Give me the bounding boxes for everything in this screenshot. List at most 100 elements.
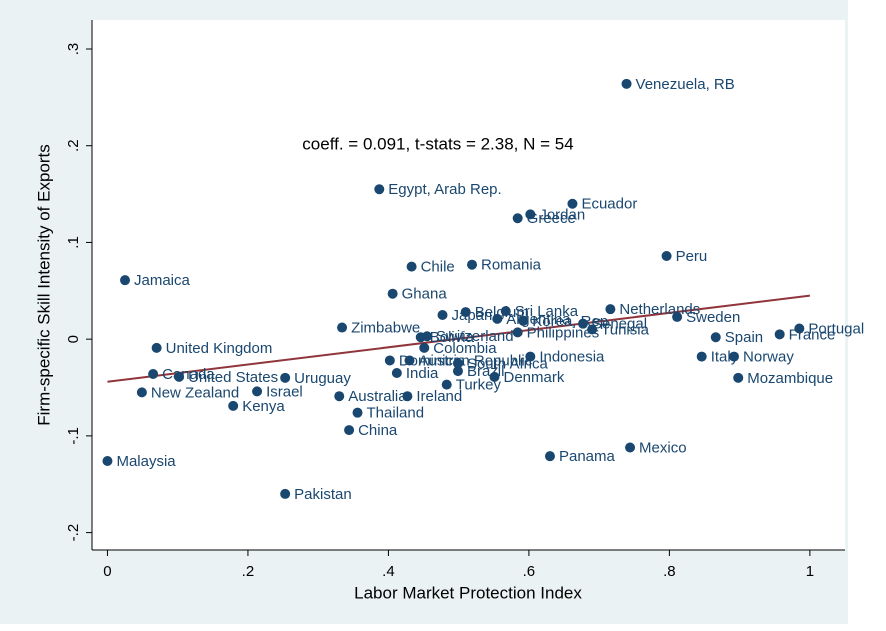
point-label: Sri Lanka: [515, 303, 579, 320]
point-label: Pakistan: [294, 486, 352, 503]
x-axis-label: Labor Market Protection Index: [354, 583, 582, 602]
point-label: Jamaica: [134, 272, 191, 289]
point: [525, 209, 536, 220]
point: [567, 198, 578, 209]
point: [422, 331, 433, 342]
point-label: Zimbabwe: [351, 320, 420, 337]
point: [452, 358, 463, 369]
point: [525, 351, 536, 362]
point-label: Norway: [743, 349, 794, 366]
point: [437, 309, 448, 320]
point: [500, 306, 511, 317]
x-tick-label: .4: [382, 563, 395, 580]
point-label: Greece: [527, 210, 576, 227]
point: [374, 184, 385, 195]
point: [280, 488, 291, 499]
point-label: Ecuador: [581, 196, 637, 213]
x-tick-label: .2: [242, 563, 255, 580]
point: [696, 351, 707, 362]
x-tick-label: 0: [103, 563, 111, 580]
point-label: United Kingdom: [166, 340, 273, 357]
point-label: India: [406, 365, 439, 382]
point-label: Tunisia: [601, 321, 649, 338]
point: [228, 400, 239, 411]
y-tick-label: -.2: [65, 524, 82, 542]
point: [352, 407, 363, 418]
point-label: Turkey: [456, 377, 502, 394]
point: [174, 371, 185, 382]
point: [544, 451, 555, 462]
point-label: Chile: [421, 259, 455, 276]
point: [406, 261, 417, 272]
point-label: Uruguay: [294, 370, 351, 387]
fit-line: [107, 294, 811, 383]
point: [136, 387, 147, 398]
y-tick-label: -.1: [65, 427, 82, 445]
point-label: Denmark: [503, 369, 564, 386]
point-label: Thailand: [367, 405, 425, 422]
point-label: Portugal: [808, 320, 864, 337]
point: [512, 213, 523, 224]
x-tick-label: .6: [523, 563, 536, 580]
point-label: Mexico: [639, 439, 687, 456]
point: [387, 288, 398, 299]
point: [489, 371, 500, 382]
y-tick-label: .3: [65, 43, 82, 56]
point-label: Israel: [266, 383, 303, 400]
point-label: Panama: [559, 448, 616, 465]
point: [252, 386, 263, 397]
point: [151, 342, 162, 353]
point-label: Peru: [676, 248, 708, 265]
point-label: Australia: [348, 388, 407, 405]
x-tick-label: .8: [663, 563, 676, 580]
point-label: Switzerland: [436, 328, 514, 345]
point: [402, 391, 413, 402]
point-label: Colombia: [433, 340, 497, 357]
point: [587, 324, 598, 335]
point: [467, 259, 478, 270]
y-tick-label: .2: [65, 139, 82, 152]
point-label: Ghana: [402, 286, 448, 303]
point: [605, 304, 616, 315]
point: [794, 323, 805, 334]
point-label: Venezuela, RB: [636, 76, 735, 93]
point: [391, 368, 402, 379]
point-label: Mozambique: [747, 370, 833, 387]
point: [661, 250, 672, 261]
point: [334, 391, 345, 402]
point-label: China: [358, 422, 398, 439]
point: [280, 372, 291, 383]
x-tick-label: 1: [806, 563, 814, 580]
point: [120, 275, 131, 286]
point: [625, 442, 636, 453]
point: [710, 332, 721, 343]
point: [441, 379, 452, 390]
point: [102, 456, 113, 467]
point-label: Bolivia: [430, 329, 475, 346]
point-label: Sweden: [686, 309, 740, 326]
point: [512, 327, 523, 338]
y-axis-label: Firm-specific Skill Intensity of Exports: [34, 144, 53, 426]
point-label: Malaysia: [116, 453, 176, 470]
point-label: New Zealand: [151, 384, 239, 401]
point: [518, 315, 529, 326]
point: [733, 372, 744, 383]
point: [344, 425, 355, 436]
point-label: United States: [188, 369, 278, 386]
point-label: Dominican Republic: [399, 352, 533, 369]
point: [672, 311, 683, 322]
point-label: Jordan: [539, 206, 585, 223]
point: [729, 351, 740, 362]
y-tick-label: 0: [65, 335, 82, 343]
point: [460, 307, 471, 318]
point: [419, 342, 430, 353]
point-label: Romania: [481, 257, 542, 274]
point-label: Egypt, Arab Rep.: [388, 181, 501, 198]
plot-area: [92, 20, 845, 550]
y-tick-label: .1: [65, 236, 82, 249]
point-label: Indonesia: [539, 349, 605, 366]
point: [337, 322, 348, 333]
point-label: Korea, Rep.: [532, 313, 612, 330]
point-label: Spain: [725, 329, 763, 346]
